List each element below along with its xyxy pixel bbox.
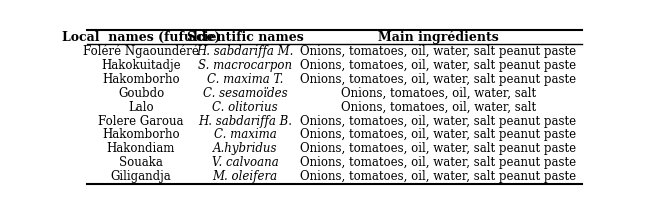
Text: Giligandja: Giligandja [111, 170, 171, 183]
Text: C. sesamoïdes: C. sesamoïdes [203, 87, 288, 100]
Text: A.hybridus: A.hybridus [213, 142, 277, 155]
Text: H. sabdariffa M.: H. sabdariffa M. [196, 45, 293, 58]
Text: V. calvoana: V. calvoana [212, 156, 278, 169]
Text: C. maxima T.: C. maxima T. [207, 73, 283, 86]
Text: Onions, tomatoes, oil, water, salt peanut paste: Onions, tomatoes, oil, water, salt peanu… [300, 114, 576, 127]
Text: C. maxima: C. maxima [214, 128, 276, 141]
Text: Onions, tomatoes, oil, water, salt peanut paste: Onions, tomatoes, oil, water, salt peanu… [300, 45, 576, 58]
Text: Souaka: Souaka [119, 156, 163, 169]
Text: Onions, tomatoes, oil, water, salt peanut paste: Onions, tomatoes, oil, water, salt peanu… [300, 59, 576, 72]
Text: Hakokuitadje: Hakokuitadje [101, 59, 181, 72]
Text: Main ingrédients: Main ingrédients [378, 31, 499, 44]
Text: Hakomborho: Hakomborho [102, 128, 180, 141]
Text: Onions, tomatoes, oil, water, salt peanut paste: Onions, tomatoes, oil, water, salt peanu… [300, 170, 576, 183]
Text: C. olitorius: C. olitorius [212, 100, 278, 114]
Text: H. sabdariffa B.: H. sabdariffa B. [198, 114, 292, 127]
Text: S. macrocarpon: S. macrocarpon [198, 59, 292, 72]
Text: M. oleifera: M. oleifera [213, 170, 278, 183]
Text: Onions, tomatoes, oil, water, salt: Onions, tomatoes, oil, water, salt [340, 100, 536, 114]
Text: Onions, tomatoes, oil, water, salt peanut paste: Onions, tomatoes, oil, water, salt peanu… [300, 73, 576, 86]
Text: Scientific names: Scientific names [186, 31, 303, 44]
Text: Hakondiam: Hakondiam [107, 142, 175, 155]
Text: Onions, tomatoes, oil, water, salt peanut paste: Onions, tomatoes, oil, water, salt peanu… [300, 142, 576, 155]
Text: Onions, tomatoes, oil, water, salt: Onions, tomatoes, oil, water, salt [340, 87, 536, 100]
Text: Onions, tomatoes, oil, water, salt peanut paste: Onions, tomatoes, oil, water, salt peanu… [300, 128, 576, 141]
Text: Folere Garoua: Folere Garoua [98, 114, 184, 127]
Text: Goubdo: Goubdo [118, 87, 164, 100]
Text: Foléré Ngaoundéré: Foléré Ngaoundéré [83, 45, 199, 58]
Text: Lalo: Lalo [128, 100, 154, 114]
Text: Hakomborho: Hakomborho [102, 73, 180, 86]
Text: Local  names (fufulde): Local names (fufulde) [62, 31, 220, 44]
Text: Onions, tomatoes, oil, water, salt peanut paste: Onions, tomatoes, oil, water, salt peanu… [300, 156, 576, 169]
